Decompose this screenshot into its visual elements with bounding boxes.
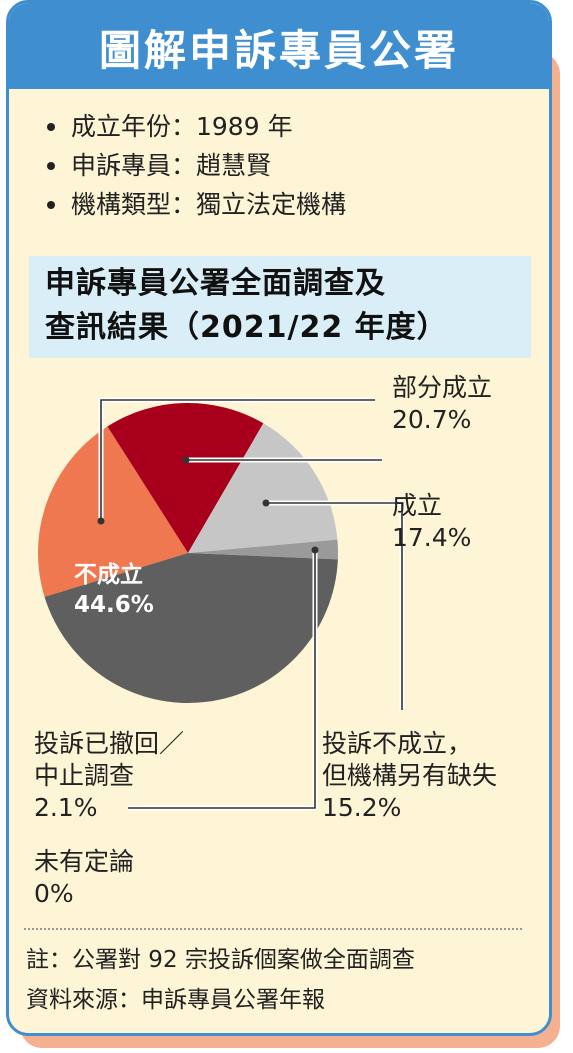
leader-line-partially-substantiated-dot [97,517,105,525]
slice-name: 中止調查 [34,761,135,790]
slice-name: 投訴已撤回／ [34,729,185,758]
slice-name: 未有定論 [34,847,135,876]
leader-line-partially-substantiated [100,399,375,521]
footnote-text: 註：公署對 92 宗投訴個案做全面調查 [26,947,415,973]
slice-value: 0% [34,879,74,908]
pie-slice-2 [188,423,338,553]
chart-heading-line: 查訊結果（2021/22 年度） [45,310,448,345]
slice-label-substantiated: 成立 17.4% [392,490,471,554]
slice-name: 投訴不成立， [322,729,473,758]
pie-slice-1 [107,403,264,553]
leader-line-substantiated-dot [182,456,190,464]
info-list: 成立年份：1989 年 申訴專員：趙慧賢 機構類型：獨立法定機構 [47,107,346,224]
slice-value: 2.1% [34,793,98,822]
slice-label-inconclusive: 未有定論 0% [34,846,134,910]
pie-slice-0 [37,426,188,597]
slice-name: 但機構另有缺失 [322,761,498,790]
info-item: 申訴專員：趙慧賢 [47,146,346,185]
slice-label-unsubstantiated: 不成立 44.6% [74,560,154,620]
slice-value: 44.6% [74,592,154,618]
source-text: 資料來源：申訴專員公署年報 [26,987,325,1013]
pie-slice-3 [188,539,338,560]
slice-value: 20.7% [392,405,472,434]
slice-name: 部分成立 [392,373,493,402]
footnotes: 註：公署對 92 宗投訴個案做全面調查 資料來源：申訴專員公署年報 [26,940,415,1020]
info-item: 機構類型：獨立法定機構 [47,185,346,224]
leader-line-unsubstantiated-with-deficiencies-dot [262,499,270,507]
header-bar: 圖解申訴專員公署 [9,3,549,89]
leader-line-withdrawn-dot [311,546,319,554]
slice-value: 15.2% [322,793,402,822]
leader-line-withdrawn [128,550,316,809]
chart-heading-line: 申訴專員公署全面調查及 [45,266,386,301]
chart-heading: 申訴專員公署全面調查及 查訊結果（2021/22 年度） [29,256,531,358]
notes-divider [24,928,522,930]
pie-slice-4 [44,553,338,704]
info-text: 申訴專員：趙慧賢 [71,151,272,180]
slice-label-withdrawn: 投訴已撤回／ 中止調查 2.1% [34,728,184,824]
leader-line-unsubstantiated-with-deficiencies [266,502,403,710]
slice-value: 17.4% [392,523,472,552]
infographic-title: 圖解申訴專員公署 [98,26,459,75]
slice-label-partially-substantiated: 部分成立 20.7% [392,372,492,436]
info-text: 機構類型：獨立法定機構 [71,190,347,219]
info-text: 成立年份：1989 年 [71,112,293,141]
bullet-icon [47,122,55,131]
info-item: 成立年份：1989 年 [47,107,346,146]
slice-name: 不成立 [74,562,143,588]
slice-name: 成立 [392,491,443,520]
bullet-icon [47,200,55,209]
bullet-icon [47,161,55,170]
slice-label-unsubstantiated-with-deficiencies: 投訴不成立， 但機構另有缺失 15.2% [322,728,497,824]
